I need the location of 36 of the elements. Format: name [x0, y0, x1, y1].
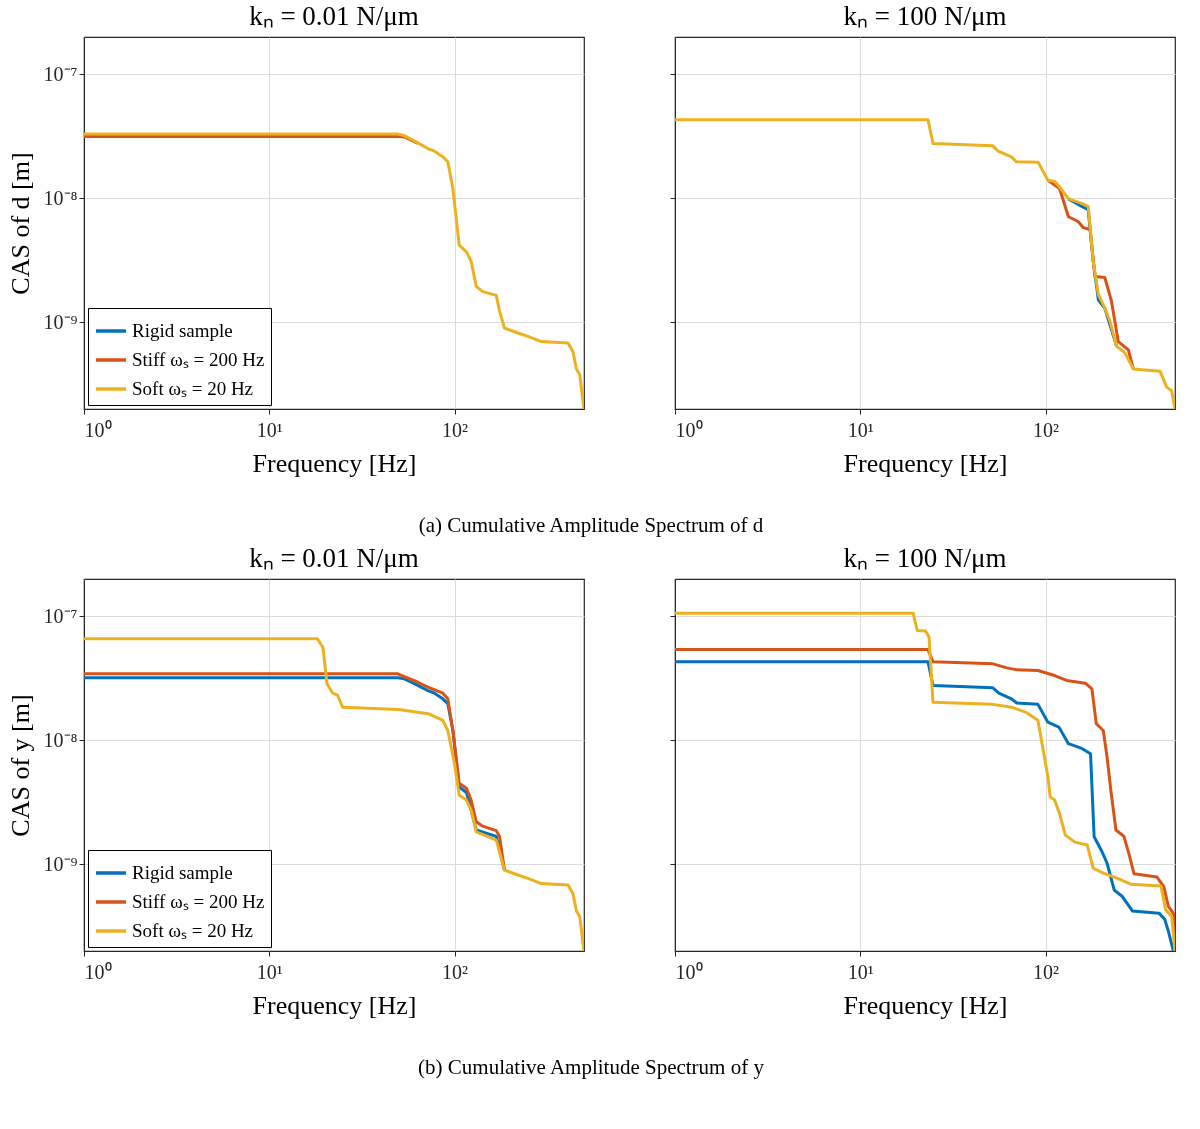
- x-axis-title: Frequency [Hz]: [252, 990, 417, 1020]
- x-tick-label: 10⁰: [675, 960, 703, 983]
- chart-title: kₙ = 0.01 N/μm: [249, 1, 419, 31]
- legend-label: Rigid sample: [132, 862, 233, 883]
- chart-title: kₙ = 100 N/μm: [843, 1, 1007, 31]
- y-tick-label: 10⁻⁸: [43, 728, 78, 751]
- text: (a) Cumulative Amplitude Spectrum of d: [418, 512, 764, 537]
- x-tick-label: 10⁰: [84, 418, 112, 441]
- x-tick-label: 10²: [442, 418, 469, 441]
- x-tick-label: 10²: [1033, 960, 1060, 983]
- legend-label: Soft ωₛ = 20 Hz: [132, 920, 254, 941]
- x-tick-label: 10²: [1033, 418, 1060, 441]
- y-axis-title: CAS of y [m]: [5, 694, 35, 837]
- x-tick-label: 10¹: [847, 418, 874, 441]
- x-axis-title: Frequency [Hz]: [843, 990, 1008, 1020]
- y-tick-label: 10⁻⁸: [43, 186, 78, 209]
- x-tick-label: 10¹: [847, 960, 874, 983]
- x-tick-label: 10¹: [256, 418, 283, 441]
- x-tick-label: 10²: [442, 960, 469, 983]
- legend-label: Rigid sample: [132, 320, 233, 341]
- legend-label: Soft ωₛ = 20 Hz: [132, 378, 254, 399]
- y-tick-label: 10⁻⁹: [43, 852, 78, 875]
- x-tick-label: 10⁰: [84, 960, 112, 983]
- x-axis-title: Frequency [Hz]: [252, 448, 417, 478]
- y-tick-label: 10⁻⁷: [43, 62, 78, 85]
- chart-title: kₙ = 100 N/μm: [843, 543, 1007, 573]
- legend-label: Stiff ωₛ = 200 Hz: [132, 891, 265, 912]
- x-axis-title: Frequency [Hz]: [843, 448, 1008, 478]
- x-tick-label: 10⁰: [675, 418, 703, 441]
- y-tick-label: 10⁻⁹: [43, 310, 78, 333]
- legend-label: Stiff ωₛ = 200 Hz: [132, 349, 265, 370]
- chart-title: kₙ = 0.01 N/μm: [249, 543, 419, 573]
- text: (b) Cumulative Amplitude Spectrum of y: [418, 1054, 765, 1079]
- x-tick-label: 10¹: [256, 960, 283, 983]
- y-tick-label: 10⁻⁷: [43, 604, 78, 627]
- y-axis-title: CAS of d [m]: [5, 152, 35, 295]
